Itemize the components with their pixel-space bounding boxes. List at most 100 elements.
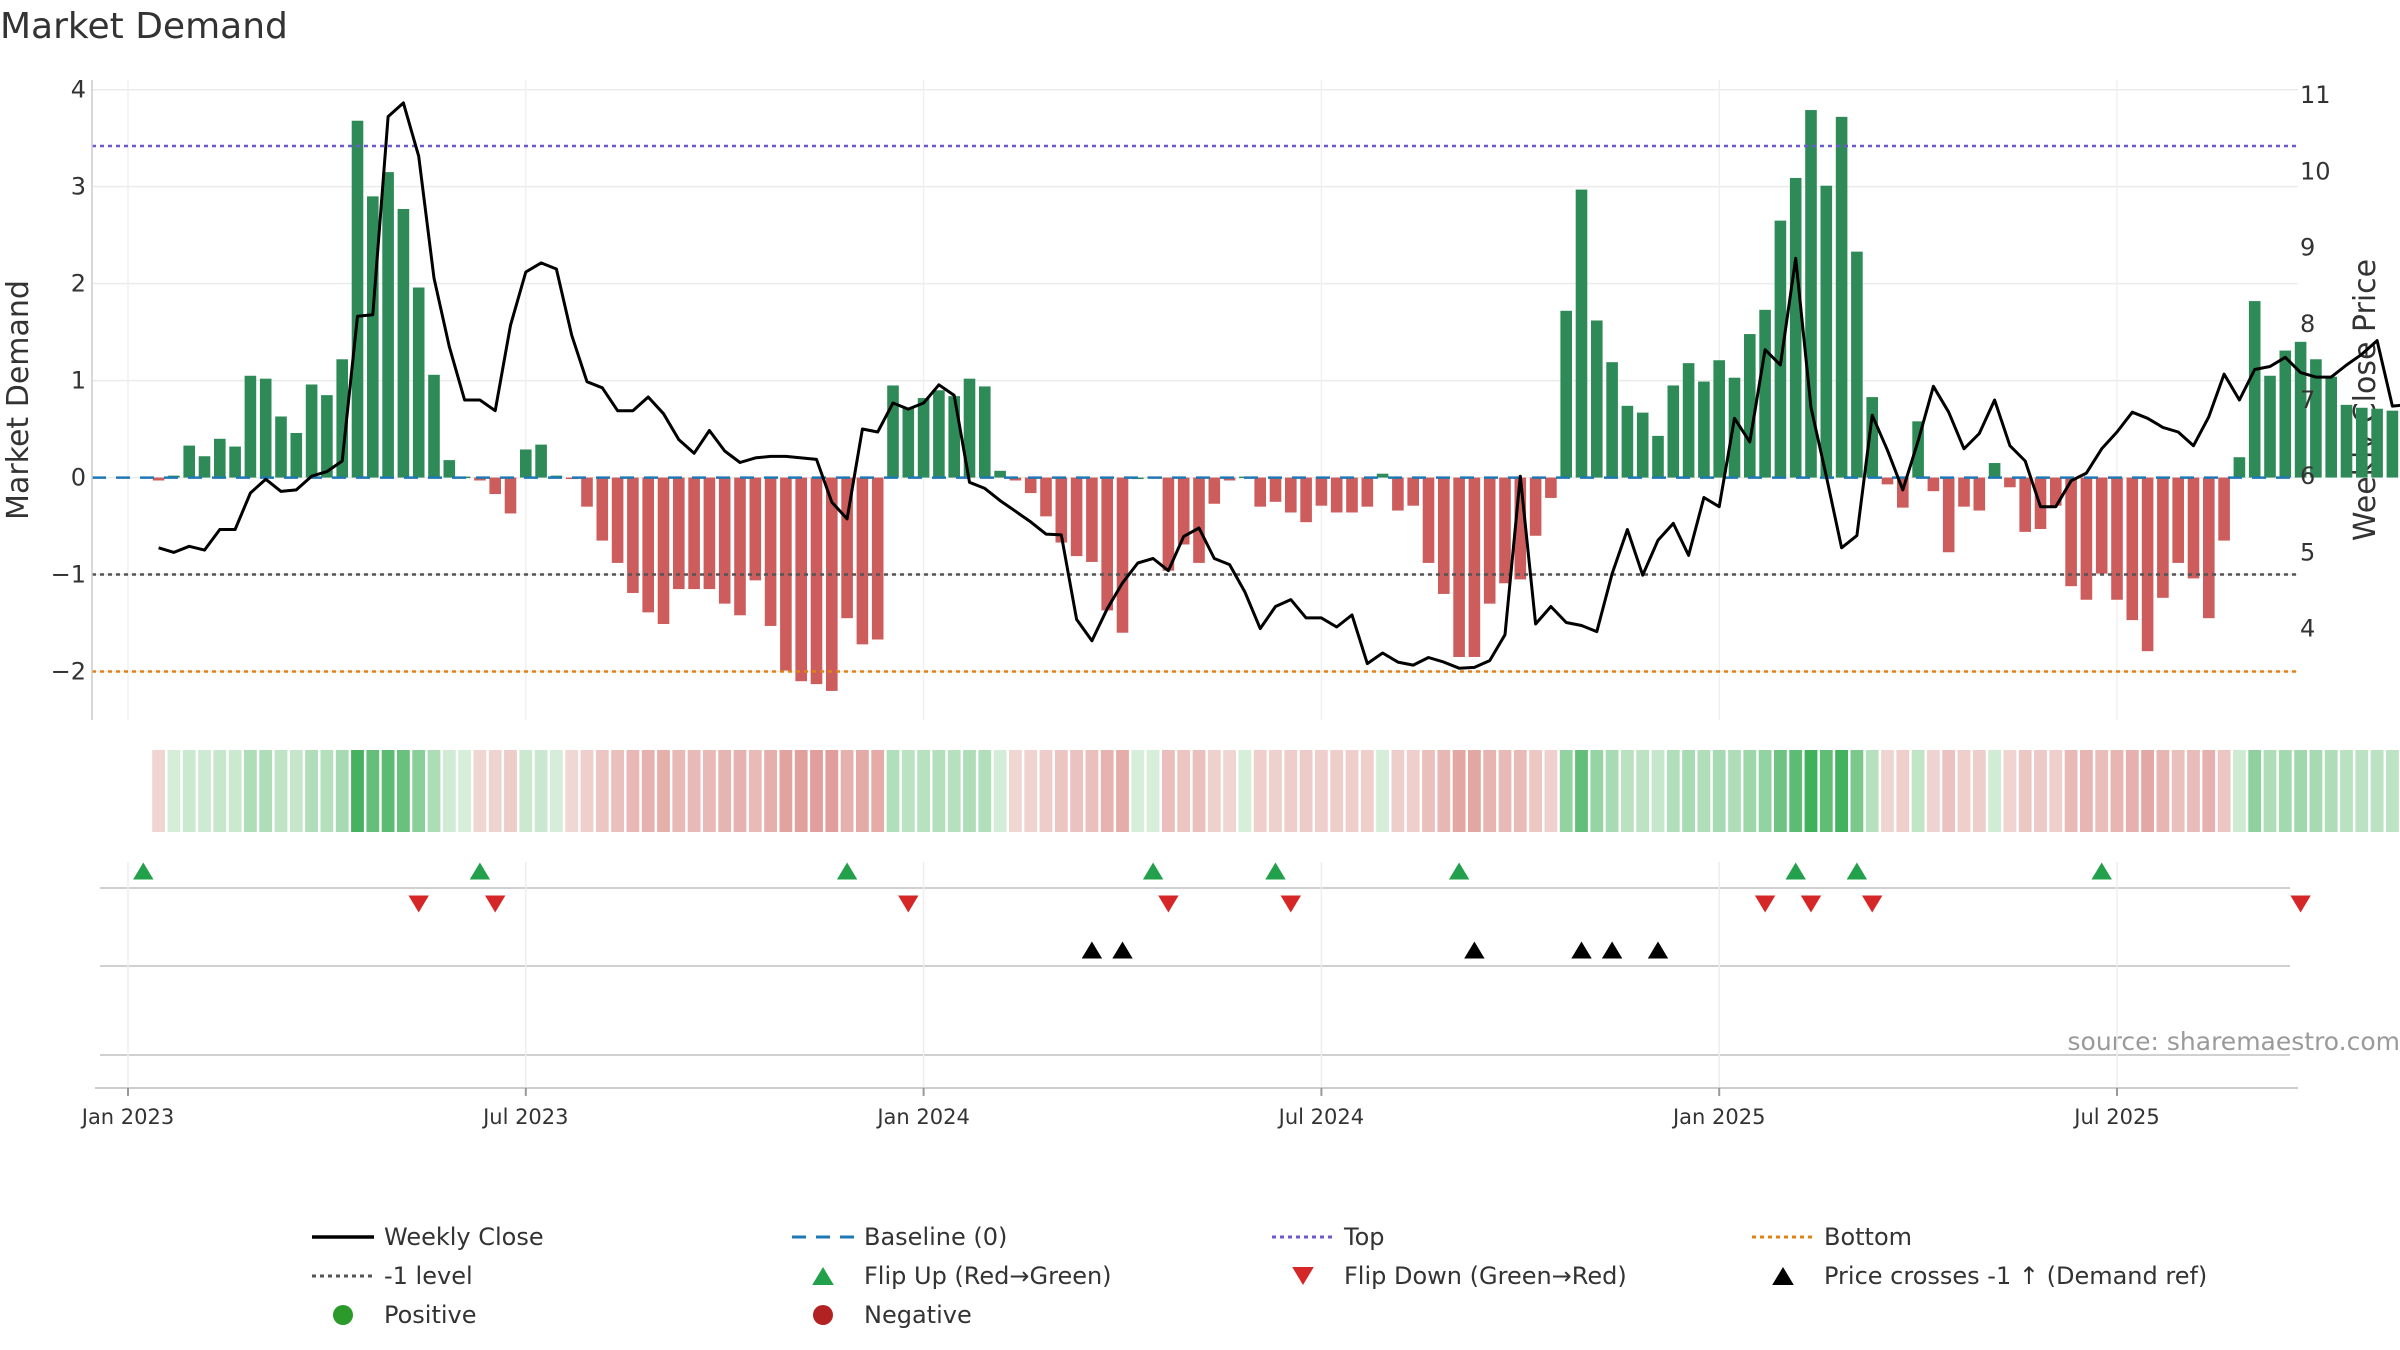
demand-bar — [1453, 477, 1465, 657]
demand-strip-cell — [1039, 750, 1053, 832]
demand-strip-cell — [488, 750, 502, 832]
demand-bar — [1881, 477, 1894, 485]
demand-bar — [1851, 251, 1863, 478]
demand-strip-cell — [2141, 750, 2154, 832]
demand-bar — [1789, 177, 1802, 478]
demand-bar — [948, 396, 960, 478]
demand-strip-cell — [917, 750, 930, 832]
demand-bar — [214, 438, 226, 478]
demand-strip-cell — [1391, 750, 1405, 832]
demand-strip-cell — [167, 750, 181, 832]
demand-strip-cell — [641, 750, 655, 832]
demand-strip-cell — [2202, 750, 2216, 832]
demand-bar — [1591, 320, 1603, 478]
demand-strip-cell — [2355, 750, 2369, 832]
demand-strip-cell — [1513, 750, 1527, 832]
demand-bar — [1545, 477, 1557, 498]
x-tick-label: Jul 2025 — [2072, 1105, 2159, 1129]
demand-bar — [1070, 477, 1083, 557]
flip-down-marker — [408, 895, 429, 913]
demand-strip-cell — [2110, 750, 2124, 832]
demand-bar — [1499, 477, 1511, 584]
demand-bar — [1728, 377, 1741, 478]
demand-strip-cell — [1544, 750, 1558, 832]
demand-strip-cell — [1024, 750, 1038, 832]
demand-strip-cell — [580, 750, 594, 832]
demand-bar — [2340, 404, 2353, 478]
flip-down-marker — [2290, 895, 2311, 913]
demand-strip-cell — [1406, 750, 1420, 832]
demand-bar — [535, 444, 547, 478]
demand-bar — [1361, 477, 1374, 507]
demand-strip-cell — [1437, 750, 1451, 832]
demand-strip-cell — [1009, 750, 1022, 832]
legend-item-flip-down-green-red: Flip Down (Green→Red) — [1292, 1262, 1627, 1290]
flip-up-marker — [1265, 862, 1286, 880]
demand-strip-cell — [779, 750, 793, 832]
demand-bar — [1973, 477, 1986, 511]
flip-down-marker — [1800, 895, 1822, 913]
flip-up-marker — [1846, 862, 1868, 880]
demand-strip-cell — [1621, 750, 1634, 832]
demand-strip-cell — [1192, 750, 1206, 832]
demand-bar — [321, 395, 333, 478]
demand-strip-cell — [2324, 750, 2338, 832]
y-tick-label: 1 — [71, 367, 86, 395]
demand-strip-cell — [504, 750, 517, 832]
demand-bar — [1621, 405, 1634, 478]
demand-bar — [2172, 477, 2184, 563]
y-tick-label: −2 — [51, 658, 86, 686]
y2-tick-label: 6 — [2300, 462, 2315, 490]
demand-bar — [1606, 362, 1618, 478]
demand-strip-cell — [1085, 750, 1099, 832]
demand-bar — [1897, 477, 1909, 508]
demand-bar — [1805, 110, 1817, 478]
demand-strip-cell — [1972, 750, 1986, 832]
demand-bar — [795, 477, 807, 682]
demand-bar — [1912, 421, 1924, 478]
x-tick-label: Jan 2024 — [875, 1105, 970, 1129]
legend-label: Negative — [864, 1301, 972, 1329]
demand-strip-cell — [1835, 750, 1848, 832]
demand-bar — [520, 449, 532, 478]
demand-strip-cell — [626, 750, 640, 832]
demand-strip-cell — [2003, 750, 2017, 832]
demand-strip-cell — [1728, 750, 1741, 832]
demand-strip-cell — [550, 750, 563, 832]
demand-bar — [1177, 477, 1190, 545]
demand-strip-cell — [244, 750, 257, 832]
demand-bar — [275, 416, 287, 478]
demand-strip-cell — [1054, 750, 1068, 832]
legend-item-top: Top — [1272, 1223, 1385, 1251]
demand-strip-cell — [748, 750, 762, 832]
demand-bar — [1927, 477, 1940, 492]
y2-tick-label: 4 — [2300, 615, 2315, 643]
demand-bar — [367, 196, 379, 478]
demand-bar — [1285, 477, 1297, 513]
demand-strip-cell — [2263, 750, 2277, 832]
demand-strip-cell — [2187, 750, 2200, 832]
demand-bar — [1269, 477, 1282, 502]
y2-tick-label: 7 — [2300, 386, 2315, 414]
demand-bar — [979, 386, 991, 478]
x-tick-label: Jul 2023 — [481, 1105, 568, 1129]
flip-up-marker — [836, 862, 858, 880]
demand-bar — [1392, 477, 1404, 511]
y2-tick-label: 10 — [2300, 157, 2331, 185]
demand-bar — [2203, 477, 2215, 619]
demand-strip-cell — [2080, 750, 2093, 832]
demand-strip-cell — [1360, 750, 1374, 832]
demand-strip-cell — [289, 750, 303, 832]
demand-strip-cell — [794, 750, 808, 832]
demand-bar — [1055, 477, 1068, 543]
demand-strip-cell — [381, 750, 395, 832]
demand-bar — [1744, 334, 1756, 478]
y-tick-label: −1 — [51, 561, 86, 589]
demand-bar — [1942, 477, 1955, 553]
weekly-close-line — [158, 101, 2400, 670]
demand-strip-cell — [1774, 750, 1787, 832]
legend-label: Top — [1343, 1223, 1385, 1251]
demand-strip-cell — [1819, 750, 1833, 832]
flip-down-marker — [898, 895, 919, 913]
demand-bar — [1866, 397, 1878, 478]
